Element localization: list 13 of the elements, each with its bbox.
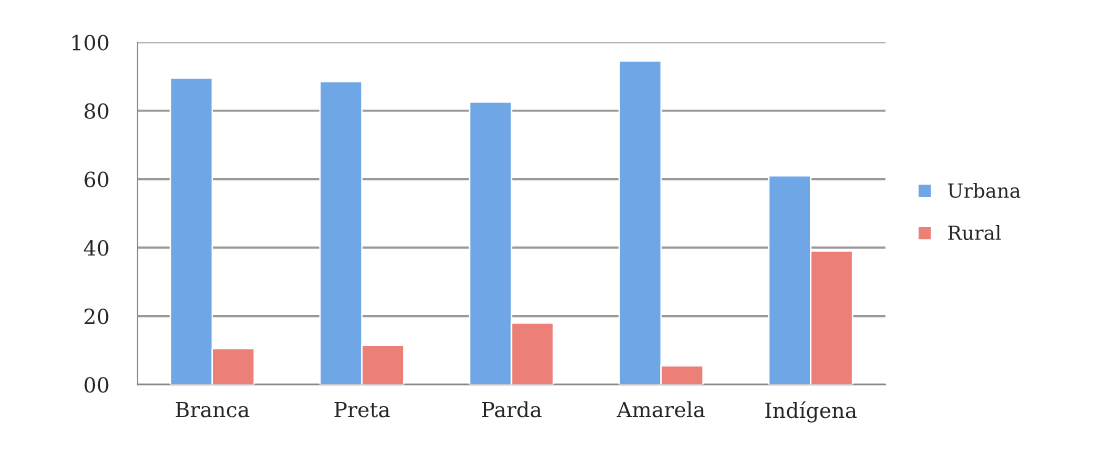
y-tick-label: 60 [84,171,109,188]
y-tick-label: 00 [84,377,109,393]
x-tick-label: Indígena [765,401,857,423]
y-tick-label: 20 [84,308,109,325]
y-tick-label: 40 [83,240,109,256]
x-tick-label: Preta [334,401,390,418]
x-tick-label: Amarela [616,401,705,418]
y-tick-label: 80 [84,103,109,119]
x-tick-label: Parda [482,401,542,418]
y-tick-label: 100 [72,34,109,51]
legend-label: Rural [948,225,1001,241]
x-tick-label: Branca [175,401,250,418]
legend-label: Urbana [948,182,1021,198]
